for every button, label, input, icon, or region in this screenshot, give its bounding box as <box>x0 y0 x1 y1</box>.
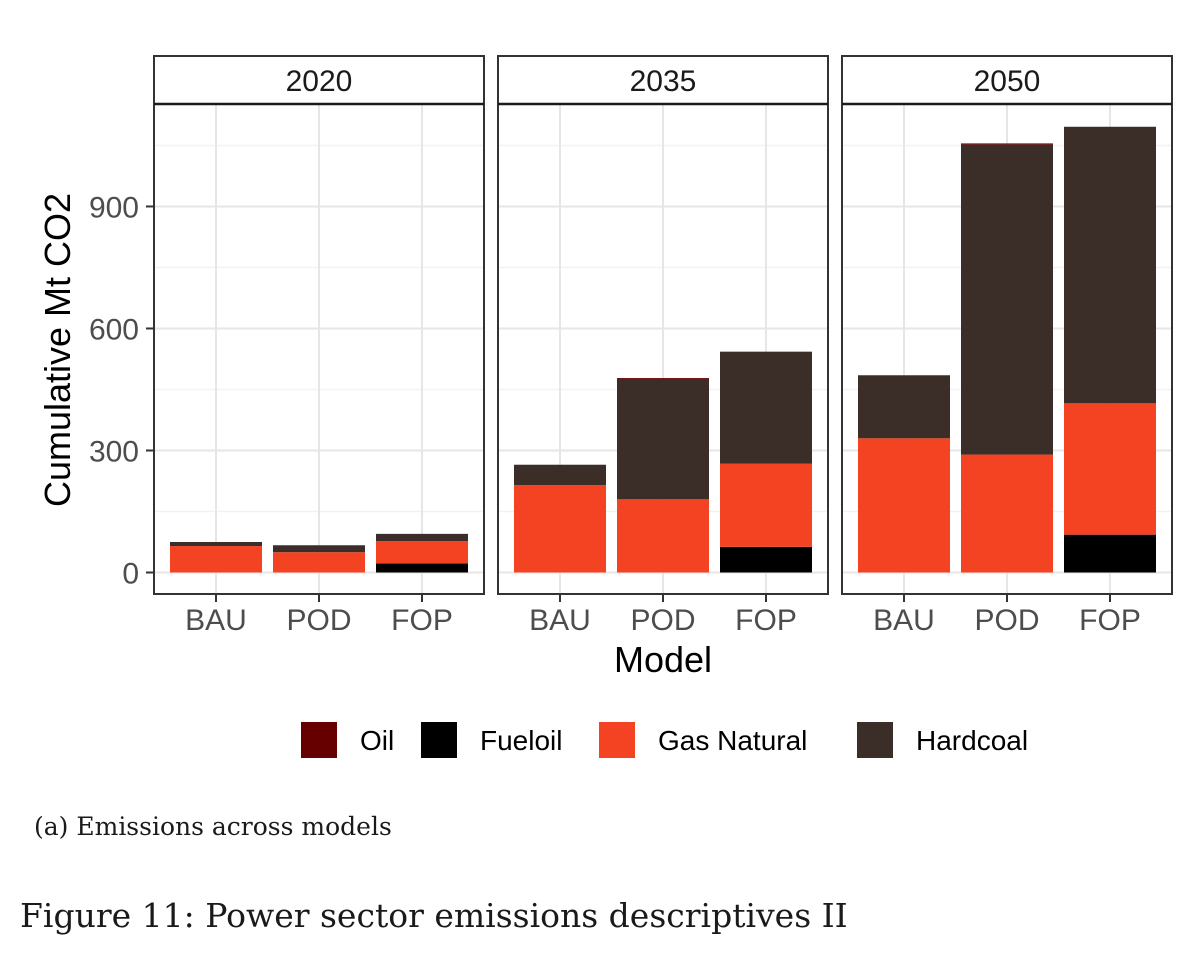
x-axis-ticks: BAU POD FOP BAU POD FOP BAU POD FOP <box>185 594 1141 637</box>
bar-2035-bau-gas-natural <box>514 485 606 573</box>
bar-2050-fop-fueloil <box>1064 534 1156 573</box>
x-tick-label: POD <box>286 604 351 637</box>
bar-2050-bau-gas-natural <box>858 438 950 573</box>
bar-2020-fop-gas-natural <box>376 541 468 564</box>
legend-key-fueloil <box>421 722 457 758</box>
bar-2035-pod-oil <box>617 378 709 380</box>
y-axis: 0 300 600 900 <box>89 191 154 591</box>
x-tick-label: FOP <box>391 604 453 637</box>
x-tick-label: POD <box>974 604 1039 637</box>
bar-2020-fop-hardcoal <box>376 533 468 542</box>
bar-2020-pod-gas-natural <box>273 552 365 573</box>
x-axis-title: Model <box>614 639 712 680</box>
x-tick-label: BAU <box>185 604 247 637</box>
facet-strip-label: 2050 <box>974 65 1041 98</box>
bar-2035-fop-gas-natural <box>720 463 812 547</box>
x-tick-label: BAU <box>873 604 935 637</box>
legend-label-hardcoal: Hardcoal <box>916 725 1028 756</box>
bar-2050-pod-oil <box>961 143 1053 145</box>
facet-strip-label: 2035 <box>630 65 697 98</box>
y-tick-label: 600 <box>89 313 139 346</box>
x-tick-label: POD <box>630 604 695 637</box>
facet-strip-label: 2020 <box>286 65 353 98</box>
subcaption: (a) Emissions across models <box>34 812 392 841</box>
x-tick-label: BAU <box>529 604 591 637</box>
y-axis-title: Cumulative Mt CO2 <box>37 193 78 507</box>
bar-2035-bau-hardcoal <box>514 464 606 486</box>
bar-2050-pod-hardcoal <box>961 144 1053 455</box>
y-tick-label: 300 <box>89 435 139 468</box>
legend-key-hardcoal <box>857 722 893 758</box>
stacked-bar-chart: 2020 2035 2050 0 300 600 900 BAU POD FOP BAU POD F… <box>37 55 1173 758</box>
bar-2035-fop-hardcoal <box>720 351 812 464</box>
bar-2050-bau-hardcoal <box>858 375 950 439</box>
legend-label-oil: Oil <box>360 725 394 756</box>
facet-2035: 2035 <box>497 55 829 595</box>
bar-2020-pod-hardcoal <box>273 545 365 553</box>
facet-2020: 2020 <box>153 55 485 595</box>
bar-2050-fop-gas-natural <box>1064 403 1156 535</box>
bar-2035-fop-fueloil <box>720 546 812 573</box>
y-tick-label: 0 <box>122 558 139 591</box>
legend: Oil Fueloil Gas Natural Hardcoal <box>301 722 1028 758</box>
x-tick-label: FOP <box>1079 604 1141 637</box>
bar-2035-pod-gas-natural <box>617 499 709 573</box>
bar-2050-fop-hardcoal <box>1064 126 1156 404</box>
y-tick-label: 900 <box>89 191 139 224</box>
bar-2020-bau-hardcoal <box>170 541 262 547</box>
legend-label-fueloil: Fueloil <box>480 725 562 756</box>
legend-label-gas-natural: Gas Natural <box>658 725 807 756</box>
figure-caption: Figure 11: Power sector emissions descri… <box>20 896 848 935</box>
x-tick-label: FOP <box>735 604 797 637</box>
legend-key-oil <box>301 722 337 758</box>
facet-panels: 2020 2035 2050 <box>153 55 1173 595</box>
bar-2020-bau-gas-natural <box>170 546 262 573</box>
bar-2020-fop-fueloil <box>376 563 468 573</box>
bar-2035-pod-hardcoal <box>617 378 709 500</box>
facet-2050: 2050 <box>841 55 1173 595</box>
legend-key-gas-natural <box>599 722 635 758</box>
bar-2050-pod-gas-natural <box>961 454 1053 573</box>
